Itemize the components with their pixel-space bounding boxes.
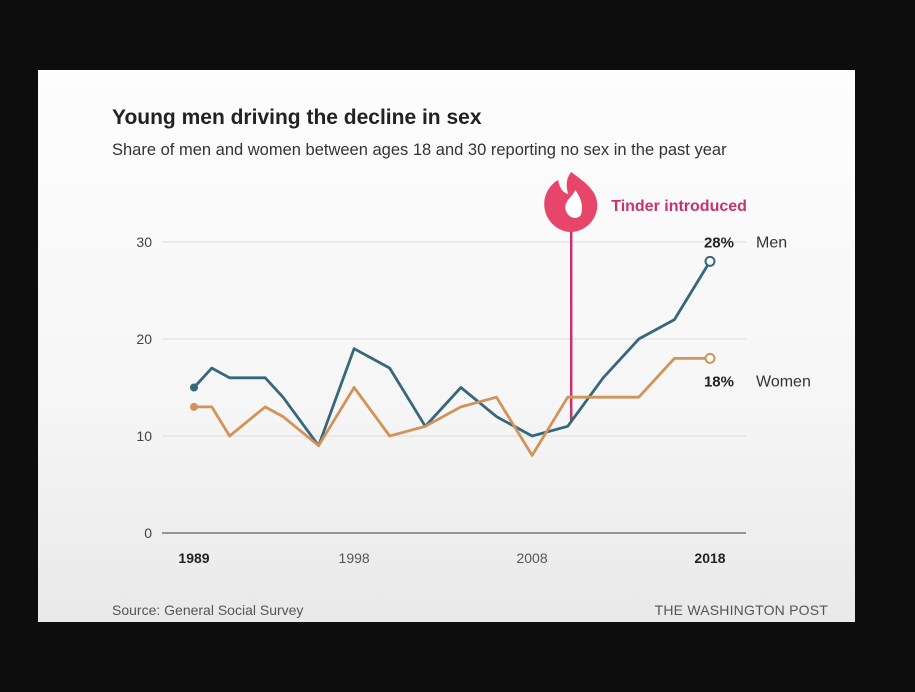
y-tick-label: 30 bbox=[136, 234, 152, 250]
event-label: Tinder introduced bbox=[611, 198, 747, 215]
chart-title: Young men driving the decline in sex bbox=[112, 106, 482, 129]
series-point bbox=[704, 255, 716, 267]
source-note: Source: General Social Survey bbox=[112, 602, 304, 618]
flame-highlight bbox=[565, 190, 582, 218]
series-label: Women bbox=[756, 373, 811, 390]
publisher-credit: THE WASHINGTON POST bbox=[654, 602, 828, 618]
x-tick-label: 1989 bbox=[178, 550, 209, 566]
x-tick-label: 2008 bbox=[516, 550, 547, 566]
series-point bbox=[190, 402, 198, 411]
y-tick-label: 10 bbox=[136, 428, 152, 444]
chart-subtitle: Share of men and women between ages 18 a… bbox=[112, 141, 727, 159]
series-point bbox=[190, 383, 198, 392]
series-line-women bbox=[192, 356, 712, 457]
y-tick-label: 0 bbox=[144, 525, 152, 541]
x-tick-label: 1998 bbox=[339, 550, 370, 566]
y-tick-label: 20 bbox=[136, 331, 152, 347]
chart-card: Young men driving the decline in sex Sha… bbox=[38, 70, 855, 622]
series-label: Men bbox=[756, 234, 787, 251]
x-tick-label: 2018 bbox=[694, 550, 725, 566]
series-line-men bbox=[192, 259, 712, 448]
data-label: 18% bbox=[704, 373, 734, 390]
data-label: 28% bbox=[704, 234, 734, 251]
line-chart: 0 10 20 30 1989 1998 2008 2018 Tinder introduced… bbox=[136, 172, 811, 566]
series-point bbox=[704, 352, 716, 364]
